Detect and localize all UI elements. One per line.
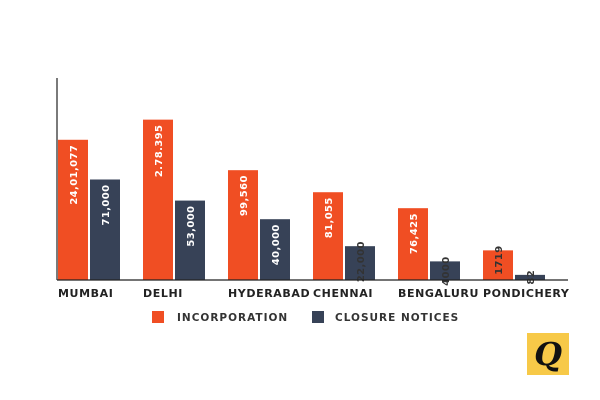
category-label-hyderabad: HYDERABAD — [228, 287, 310, 300]
bar-incorporation-delhi — [143, 119, 173, 280]
data-label-closure-notices-pondichery: 82 — [526, 270, 537, 285]
bar-incorporation-mumbai — [58, 139, 88, 280]
bar-incorporation-bengaluru — [398, 208, 428, 280]
data-label-closure-notices-hyderabad: 40,000 — [271, 224, 282, 265]
logo-letter: Q — [534, 335, 562, 373]
bar-closure-notices-pondichery — [515, 274, 545, 280]
bar-closure-notices-mumbai — [90, 179, 120, 280]
category-label-pondichery: PONDICHERY — [483, 287, 570, 300]
data-label-closure-notices-bengaluru: 4000 — [441, 256, 452, 285]
category-labels: MUMBAI DELHI HYDERABAD CHENNAI BENGALURU POND… — [58, 287, 570, 300]
legend: INCORPORATION CLOSURE NOTICES — [152, 311, 459, 324]
bar-closure-notices-hyderabad — [260, 219, 290, 280]
bar-incorporation-chennai — [313, 192, 343, 280]
data-label-incorporation-bengaluru: 76,425 — [409, 213, 420, 254]
data-label-closure-notices-mumbai: 71,000 — [101, 184, 112, 225]
legend-label-closure-notices: CLOSURE NOTICES — [335, 312, 459, 324]
bar-incorporation-hyderabad — [228, 170, 258, 280]
category-label-chennai: CHENNAI — [313, 287, 373, 300]
bars-group: 24,01,077 71,000 2.78.395 53,000 99,560 40,00… — [58, 119, 545, 286]
quint-logo: Q — [527, 333, 569, 375]
data-label-closure-notices-chennai: 22,000 — [356, 241, 367, 282]
data-label-incorporation-delhi: 2.78.395 — [154, 125, 165, 178]
bar-closure-notices-bengaluru — [430, 261, 460, 280]
data-label-incorporation-mumbai: 24,01,077 — [69, 145, 80, 205]
category-label-bengaluru: BENGALURU — [398, 287, 479, 300]
category-label-delhi: DELHI — [143, 287, 183, 300]
data-label-closure-notices-delhi: 53,000 — [186, 206, 197, 247]
legend-swatch-closure-notices — [312, 311, 324, 323]
bar-closure-notices-delhi — [175, 200, 205, 280]
legend-swatch-incorporation — [152, 311, 164, 323]
data-label-incorporation-chennai: 81,055 — [324, 197, 335, 238]
data-label-incorporation-pondichery: 1719 — [494, 245, 505, 274]
bar-closure-notices-chennai — [345, 246, 375, 280]
data-label-incorporation-hyderabad: 99,560 — [239, 175, 250, 216]
legend-label-incorporation: INCORPORATION — [177, 312, 288, 324]
bar-incorporation-pondichery — [483, 250, 513, 280]
category-label-mumbai: MUMBAI — [58, 287, 113, 300]
